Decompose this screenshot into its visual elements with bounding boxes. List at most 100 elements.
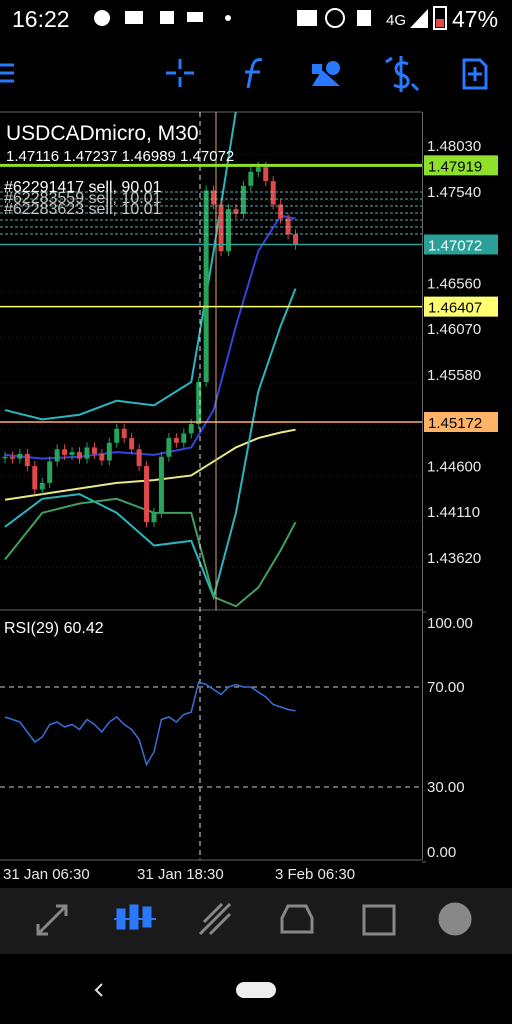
indicators-button[interactable] bbox=[245, 58, 263, 89]
indicator-line bbox=[4, 497, 297, 608]
candle-body bbox=[181, 433, 187, 443]
candle-body bbox=[17, 453, 23, 459]
candle-body bbox=[91, 447, 97, 454]
candle-body bbox=[136, 449, 142, 467]
candle-body bbox=[121, 428, 127, 439]
quotes-tab[interactable] bbox=[36, 904, 68, 936]
price-tick-label: 1.43620 bbox=[427, 550, 481, 567]
price-tick-label: 1.44600 bbox=[427, 458, 481, 475]
candle-body bbox=[248, 171, 254, 186]
price-tick-label: 1.46560 bbox=[427, 275, 481, 292]
home-button[interactable] bbox=[236, 982, 276, 998]
new-order-button[interactable] bbox=[462, 58, 488, 90]
candle-body bbox=[211, 190, 217, 205]
rsi-tick-label: 0.00 bbox=[427, 844, 456, 861]
indicator-line bbox=[4, 288, 297, 601]
level-label: 1.46407 bbox=[428, 300, 482, 317]
candle-body bbox=[24, 453, 30, 467]
nav-icons bbox=[36, 902, 472, 936]
level-label: 1.45172 bbox=[428, 415, 482, 432]
rsi-tick-label: 70.00 bbox=[427, 679, 465, 696]
candle-body bbox=[158, 456, 164, 513]
messages-tab[interactable] bbox=[438, 902, 472, 936]
chart-tab[interactable] bbox=[114, 904, 156, 930]
candle-body bbox=[233, 209, 239, 214]
price-tick-label: 1.46070 bbox=[427, 321, 481, 338]
level-box bbox=[424, 155, 498, 176]
level-box bbox=[424, 412, 498, 433]
time-label: 31 Jan 06:30 bbox=[3, 866, 90, 883]
history-tab[interactable] bbox=[280, 904, 314, 934]
price-tick-label: 1.47540 bbox=[427, 184, 481, 201]
rsi-line bbox=[4, 681, 296, 767]
candle-body bbox=[129, 438, 135, 450]
status-icons bbox=[94, 6, 447, 30]
menu-button[interactable] bbox=[0, 63, 14, 83]
order-label: #62283623 sell, 10.01 bbox=[4, 201, 162, 218]
rsi-label: RSI(29) 60.42 bbox=[4, 620, 104, 637]
order-label: #62283559 sell, 10.01 bbox=[4, 190, 162, 207]
bottom-nav bbox=[0, 888, 512, 954]
price-tick-label: 1.45580 bbox=[427, 367, 481, 384]
candle-body bbox=[240, 185, 246, 214]
chart-frame bbox=[0, 111, 423, 861]
plot-area bbox=[0, 112, 422, 608]
candle-body bbox=[166, 438, 172, 457]
order-lines bbox=[0, 191, 422, 235]
candle-body bbox=[47, 461, 53, 483]
candle-body bbox=[99, 453, 105, 461]
news-tab[interactable] bbox=[362, 904, 396, 936]
candle-body bbox=[84, 447, 90, 459]
candle-body bbox=[77, 452, 82, 459]
candle-body bbox=[278, 204, 284, 219]
candle-body bbox=[173, 438, 179, 443]
network-type: 4G bbox=[386, 12, 406, 29]
rsi-tick-label: 100.00 bbox=[427, 615, 473, 632]
order-label: #62291417 sell, 90.01 bbox=[4, 179, 162, 196]
candle-body bbox=[69, 452, 75, 455]
candle-body bbox=[9, 456, 15, 459]
candle-body bbox=[218, 204, 224, 252]
level-label: 1.47919 bbox=[428, 158, 482, 175]
indicator-line bbox=[4, 214, 296, 460]
candle-body bbox=[32, 466, 38, 490]
candle-body bbox=[39, 482, 45, 490]
back-button[interactable] bbox=[94, 983, 103, 997]
price-tick-label: 1.48030 bbox=[427, 138, 481, 155]
trade-tab[interactable] bbox=[198, 902, 232, 936]
objects-button[interactable] bbox=[312, 61, 340, 86]
chart-title: USDCADmicro, M30 bbox=[6, 122, 199, 145]
candle-body bbox=[196, 382, 202, 425]
level-box bbox=[424, 296, 498, 317]
rsi-tick-label: 30.00 bbox=[427, 779, 465, 796]
ohlc-text: 1.47116 1.47237 1.46989 1.47072 bbox=[6, 148, 234, 165]
trade-button[interactable] bbox=[385, 56, 420, 92]
battery-percent: 47% bbox=[452, 6, 498, 32]
candle-body bbox=[203, 190, 209, 383]
candle-body bbox=[270, 181, 276, 205]
price-tick-label: 1.44110 bbox=[427, 504, 480, 521]
candle-body bbox=[188, 424, 194, 434]
candle-body bbox=[293, 234, 299, 245]
crosshair-button[interactable] bbox=[166, 59, 194, 87]
candle-body bbox=[151, 512, 157, 523]
clock: 16:22 bbox=[12, 6, 70, 32]
candle-body bbox=[255, 167, 261, 172]
candle-body bbox=[263, 167, 269, 182]
time-label: 3 Feb 06:30 bbox=[275, 866, 355, 883]
candle-body bbox=[62, 449, 68, 455]
indicator-line bbox=[4, 428, 296, 501]
candle-body bbox=[2, 456, 8, 459]
level-box bbox=[424, 234, 498, 255]
indicator-line bbox=[4, 112, 237, 421]
candle-body bbox=[106, 442, 112, 461]
candle-body bbox=[114, 428, 120, 443]
candle-body bbox=[285, 218, 291, 235]
candle-body bbox=[144, 466, 150, 523]
candle-body bbox=[226, 209, 231, 252]
toolbar bbox=[0, 56, 488, 92]
candle-body bbox=[54, 449, 60, 462]
level-label: 1.47072 bbox=[428, 237, 482, 254]
time-label: 31 Jan 18:30 bbox=[137, 866, 224, 883]
